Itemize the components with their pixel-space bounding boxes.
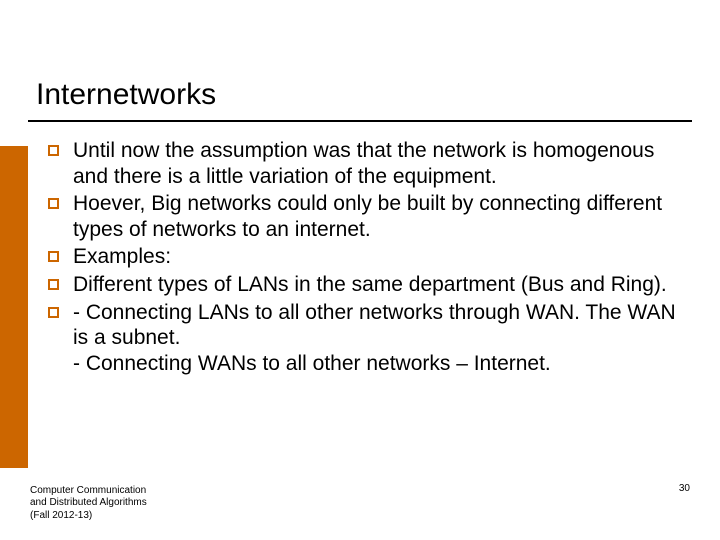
footer: Computer Communication and Distributed A… [30, 485, 147, 523]
footer-line: and Distributed Algorithms [30, 497, 147, 510]
bullet-icon [48, 198, 59, 209]
bullet-text: Different types of LANs in the same depa… [73, 272, 667, 298]
title-underline [28, 120, 692, 122]
bullet-icon [48, 307, 59, 318]
list-item: Hoever, Big networks could only be built… [48, 191, 678, 242]
page-number: 30 [679, 483, 690, 494]
footer-line: (Fall 2012-13) [30, 510, 147, 523]
bullet-list: Until now the assumption was that the ne… [48, 138, 678, 378]
bullet-text: Hoever, Big networks could only be built… [73, 191, 678, 242]
bullet-text: - Connecting LANs to all other networks … [73, 300, 678, 377]
list-item: Different types of LANs in the same depa… [48, 272, 678, 298]
bullet-text: Until now the assumption was that the ne… [73, 138, 678, 189]
list-item: - Connecting LANs to all other networks … [48, 300, 678, 377]
bullet-icon [48, 145, 59, 156]
footer-line: Computer Communication [30, 485, 147, 498]
bullet-icon [48, 251, 59, 262]
list-item: Until now the assumption was that the ne… [48, 138, 678, 189]
bullet-icon [48, 279, 59, 290]
list-item: Examples: [48, 244, 678, 270]
accent-sidebar [0, 146, 28, 468]
slide: Internetworks Until now the assumption w… [0, 0, 720, 540]
bullet-text: Examples: [73, 244, 171, 270]
slide-title: Internetworks [36, 78, 216, 112]
